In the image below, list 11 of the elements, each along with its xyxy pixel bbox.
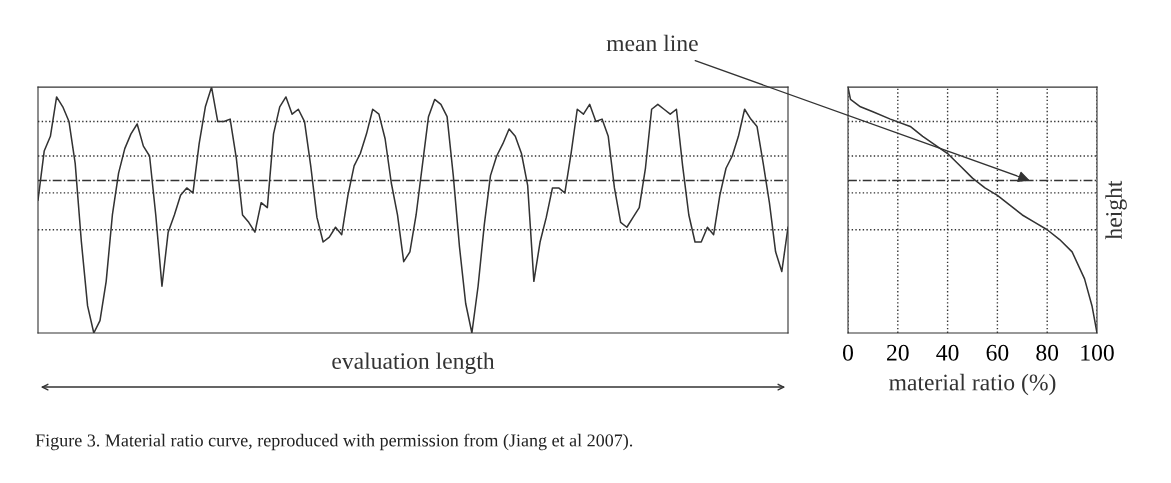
- annotation: mean line: [606, 34, 698, 52]
- y-axis-title: height: [1105, 180, 1127, 240]
- x-tick-label: 100: [1081, 344, 1114, 361]
- x-axis-title: evaluation length: [332, 352, 495, 374]
- x-tick-label: 40: [936, 344, 959, 361]
- x-tick-label: 60: [986, 344, 1009, 361]
- x-tick-label: 20: [887, 344, 909, 361]
- x-tick-label: 80: [1036, 344, 1059, 361]
- caption: Figure 3. Material ratio curve, reproduced with permission from (Jiang et al 2007).: [35, 433, 633, 451]
- x-axis-title: material ratio (%): [889, 373, 1056, 396]
- x-tick-label: 0: [843, 344, 853, 361]
